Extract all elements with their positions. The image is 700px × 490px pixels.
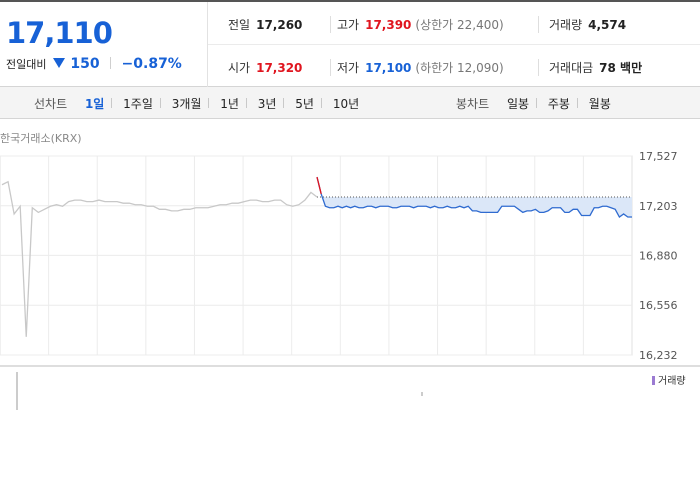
y-tick-label: 16,232 (639, 349, 678, 362)
tab-1-week[interactable]: 1주일 (123, 97, 153, 111)
data-source-label: 한국거래소(KRX) (0, 132, 82, 145)
divider (576, 98, 578, 108)
volume-legend-label: 거래량 (658, 376, 686, 387)
tab-3-months[interactable]: 3개월 (171, 97, 202, 111)
tab-daily-candle[interactable]: 일봉 (506, 97, 530, 111)
y-tick-label: 17,527 (639, 150, 678, 163)
y-axis-tick-labels: 17,527 17,203 16,880 16,556 16,232 (639, 150, 678, 362)
change-value: 150 (70, 56, 100, 72)
divider (320, 98, 322, 108)
y-tick-label: 17,203 (639, 200, 678, 213)
divider (110, 57, 112, 69)
tab-10-years[interactable]: 10년 (332, 97, 360, 111)
volume-cell: 거래량 4,574 (538, 16, 626, 33)
tab-3-years[interactable]: 3년 (257, 97, 277, 111)
lower-limit: (하한가 12,090) (415, 61, 504, 75)
current-price: 17,110 (6, 16, 113, 50)
open-cell: 시가 17,320 (228, 59, 302, 76)
chart-tab-bar: 선차트 1일 1주일 3개월 1년 3년 5년 10년 봉차트 일봉 주봉 월봉 (0, 87, 700, 119)
change-rate: −0.87% (121, 56, 182, 72)
low-label: 저가 (337, 61, 360, 75)
y-tick-label: 16,880 (639, 249, 678, 262)
amount-cell: 거래대금 78 백만 (538, 59, 642, 76)
candle-chart-tabs: 봉차트 일봉 주봉 월봉 (456, 95, 611, 112)
candle-chart-title: 봉차트 (456, 97, 490, 111)
stats-row-1: 전일 17,260 고가 17,390 (상한가 22,400) 거래량 4,574 (208, 2, 700, 45)
tab-5-years[interactable]: 5년 (295, 97, 314, 111)
change-label: 전일대비 (6, 58, 47, 71)
tab-monthly-candle[interactable]: 월봉 (588, 97, 611, 111)
amount-label: 거래대금 (549, 61, 594, 75)
price-stats: 전일 17,260 고가 17,390 (상한가 22,400) 거래량 4,574 시… (208, 2, 700, 87)
tab-1-day[interactable]: 1일 (84, 97, 105, 111)
divider (536, 98, 538, 108)
prev-close-label: 전일 (228, 18, 251, 32)
high-value: 17,390 (365, 18, 412, 32)
tab-weekly-candle[interactable]: 주봉 (547, 97, 570, 111)
prev-day-line (1, 180, 318, 337)
upper-limit: (상한가 22,400) (415, 18, 504, 32)
divider (159, 98, 161, 108)
volume-label: 거래량 (549, 18, 583, 32)
line-chart-title: 선차트 (34, 97, 68, 111)
line-chart-tabs: 선차트 1일 1주일 3개월 1년 3년 5년 10년 (34, 95, 359, 112)
open-label: 시가 (228, 61, 251, 75)
prev-close-cell: 전일 17,260 (228, 16, 302, 33)
stats-row-2: 시가 17,320 저가 17,100 (하한가 12,090) 거래대금 78 백만 (208, 45, 700, 87)
price-change-row: 전일대비 150 −0.87% (6, 56, 182, 72)
amount-value: 78 백만 (599, 61, 643, 75)
open-value: 17,320 (256, 61, 303, 75)
volume-panel (0, 365, 700, 410)
volume-legend: 거래량 (652, 372, 686, 387)
current-price-box: 17,110 전일대비 150 −0.87% (0, 2, 208, 87)
below-prev-close-fill (317, 196, 632, 218)
price-lines (1, 176, 632, 337)
volume-value: 4,574 (588, 18, 627, 32)
tab-1-year[interactable]: 1년 (220, 97, 239, 111)
below-prev-close-area (317, 197, 632, 218)
opening-uptick (316, 176, 322, 195)
divider (208, 98, 210, 108)
prev-close-value: 17,260 (256, 18, 303, 32)
high-label: 고가 (337, 18, 360, 32)
low-value: 17,100 (365, 61, 412, 75)
divider (245, 98, 247, 108)
divider (283, 98, 285, 108)
high-cell: 고가 17,390 (상한가 22,400) (330, 16, 504, 33)
chart-grid (0, 155, 633, 356)
intraday-price-chart: 17,527 17,203 16,880 16,556 16,232 (0, 150, 700, 410)
divider (111, 98, 113, 108)
low-cell: 저가 17,100 (하한가 12,090) (330, 59, 504, 76)
y-tick-label: 16,556 (639, 299, 678, 312)
volume-swatch (652, 376, 655, 385)
today-line (316, 176, 632, 218)
down-arrow-icon (52, 58, 65, 68)
stock-summary: 17,110 전일대비 150 −0.87% 전일 17,260 고가 17,390… (0, 0, 700, 87)
price-chart-area: 한국거래소(KRX) 17,527 17,203 16,880 16,556 16,23… (0, 120, 700, 410)
